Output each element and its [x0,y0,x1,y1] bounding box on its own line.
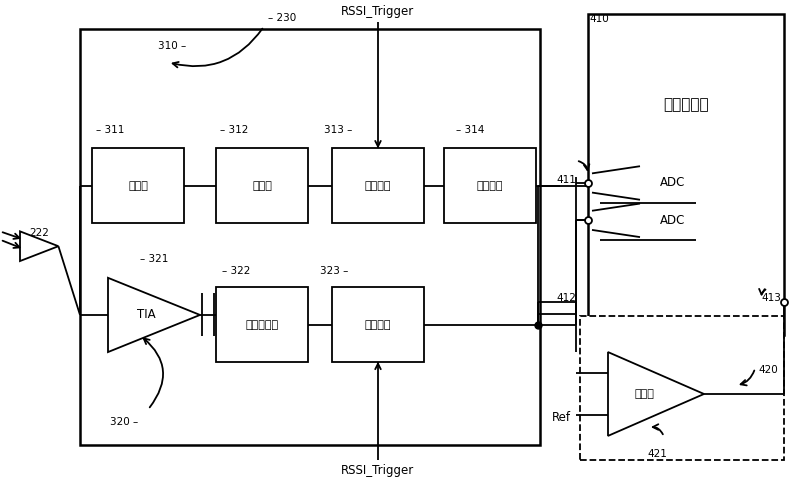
Text: 电子开关: 电子开关 [365,181,391,191]
Text: TIA: TIA [138,308,156,321]
Text: 313 –: 313 – [324,125,352,135]
Bar [588,14,784,335]
Bar [216,148,308,223]
Text: 保持单元: 保持单元 [477,181,503,191]
Text: 设备控制器: 设备控制器 [663,97,709,112]
Bar [444,148,536,223]
Text: RSSI_Trigger: RSSI_Trigger [342,464,414,477]
Text: ADC: ADC [660,214,686,227]
Text: 放大器: 放大器 [252,181,272,191]
Text: 310 –: 310 – [158,41,186,50]
Bar [332,287,424,362]
Text: 电子开关: 电子开关 [365,319,391,330]
Bar [580,316,784,460]
Text: – 314: – 314 [456,125,484,135]
Bar [92,148,184,223]
Text: – 312: – 312 [220,125,248,135]
Text: 420: 420 [758,365,778,375]
Text: Ref: Ref [552,411,571,424]
Text: 222: 222 [30,228,50,238]
Text: – 321: – 321 [140,254,168,263]
Text: 对数放大器: 对数放大器 [246,319,278,330]
Text: 412: 412 [556,293,576,303]
Bar [216,287,308,362]
Text: – 322: – 322 [222,266,250,275]
Text: – 311: – 311 [96,125,124,135]
Polygon shape [108,278,200,352]
Text: 421: 421 [648,449,667,459]
Text: 320 –: 320 – [110,418,138,427]
Text: 电流镜: 电流镜 [128,181,148,191]
Text: 410: 410 [590,14,610,24]
Polygon shape [20,231,58,261]
Text: ADC: ADC [660,176,686,190]
Bar [80,29,540,445]
Text: RSSI_Trigger: RSSI_Trigger [342,5,414,19]
Text: 413: 413 [762,293,782,303]
Text: 比较器: 比较器 [634,389,654,399]
Text: – 230: – 230 [268,13,296,23]
Polygon shape [608,352,704,436]
Text: 323 –: 323 – [320,266,348,275]
Bar [332,148,424,223]
Text: 411: 411 [556,175,576,185]
